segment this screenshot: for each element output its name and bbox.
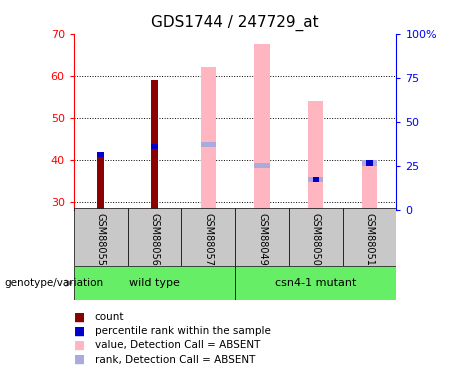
Text: count: count (95, 312, 124, 322)
Bar (343, 208, 396, 266)
Bar (74, 208, 128, 266)
Bar (308, 177, 323, 182)
Text: rank, Detection Call = ABSENT: rank, Detection Call = ABSENT (95, 355, 255, 364)
Text: ■: ■ (74, 325, 85, 338)
Bar (362, 162, 377, 210)
Bar (308, 101, 323, 210)
Text: GSM88056: GSM88056 (149, 213, 160, 266)
Text: GSM88050: GSM88050 (311, 213, 321, 266)
Bar (74, 266, 235, 300)
Bar (181, 208, 235, 266)
Text: csn4-1 mutant: csn4-1 mutant (275, 278, 356, 288)
Bar (201, 142, 216, 147)
Text: genotype/variation: genotype/variation (5, 278, 104, 288)
Bar (362, 160, 377, 165)
Bar (366, 160, 373, 165)
Text: percentile rank within the sample: percentile rank within the sample (95, 326, 271, 336)
Bar (235, 208, 289, 266)
Bar (313, 177, 319, 182)
Text: ■: ■ (74, 353, 85, 366)
Text: GSM88057: GSM88057 (203, 213, 213, 266)
Bar (254, 44, 270, 210)
Bar (289, 208, 343, 266)
Text: GSM88049: GSM88049 (257, 213, 267, 266)
Text: wild type: wild type (129, 278, 180, 288)
Bar (201, 68, 216, 210)
Title: GDS1744 / 247729_at: GDS1744 / 247729_at (151, 15, 319, 31)
Bar (128, 208, 181, 266)
Text: GSM88055: GSM88055 (95, 213, 106, 266)
Bar (254, 164, 270, 168)
Text: ■: ■ (74, 310, 85, 323)
Bar (151, 80, 158, 210)
Bar (97, 152, 104, 157)
Text: ■: ■ (74, 339, 85, 352)
Text: value, Detection Call = ABSENT: value, Detection Call = ABSENT (95, 340, 260, 350)
Bar (151, 144, 158, 149)
Bar (235, 266, 396, 300)
Text: GSM88051: GSM88051 (365, 213, 375, 266)
Bar (97, 156, 104, 210)
